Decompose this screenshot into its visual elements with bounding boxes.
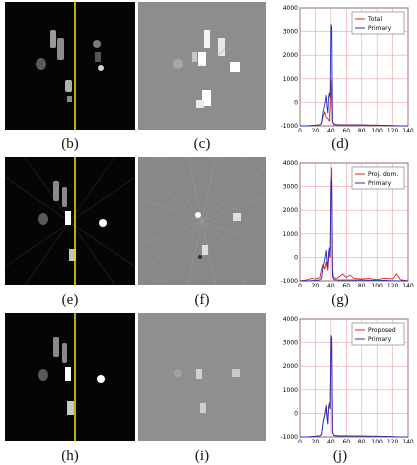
y-tick-label: 2000 xyxy=(283,52,298,59)
y-tick-label: 4000 xyxy=(283,160,298,167)
y-tick-label: 2000 xyxy=(283,207,298,214)
line-chart-g: 0 20 40 60 80 100 120 140 -1000 0 1000 2000 3000 4000… xyxy=(270,155,414,292)
x-tick-label: 120 xyxy=(387,439,399,443)
series-line-primary xyxy=(300,335,408,438)
y-tick-label: 4000 xyxy=(283,5,298,12)
x-tick-label: 20 xyxy=(312,128,320,132)
y-tick-label: 2000 xyxy=(283,363,298,370)
x-tick-label: 120 xyxy=(387,128,399,132)
x-tick-label: 60 xyxy=(342,283,350,287)
y-tick-label: -1000 xyxy=(281,278,299,285)
x-tick-label: 120 xyxy=(387,283,399,287)
x-tick-label: 40 xyxy=(327,283,335,287)
x-tick-label: 80 xyxy=(358,283,366,287)
y-tick-label: -1000 xyxy=(281,123,299,130)
difference-image-f xyxy=(138,157,266,285)
x-tick-label: 140 xyxy=(402,128,414,132)
caption-j: (j) xyxy=(332,448,348,464)
legend-label: Primary xyxy=(368,25,392,32)
ct-image-b xyxy=(5,2,135,130)
x-tick-label: 0 xyxy=(298,283,302,287)
x-tick-label: 40 xyxy=(327,439,335,443)
y-tick-label: 0 xyxy=(294,410,298,417)
y-tick-label: 1000 xyxy=(283,76,298,83)
ct-image-e xyxy=(5,157,135,285)
x-tick-label: 0 xyxy=(298,439,302,443)
x-tick-label: 0 xyxy=(298,128,302,132)
line-chart-d: 0 20 40 60 80 100 120 140 -1000 0 1000 2000 3000 4000… xyxy=(270,0,414,137)
y-tick-label: -1000 xyxy=(281,434,299,441)
x-tick-label: 60 xyxy=(342,128,350,132)
x-tick-label: 40 xyxy=(327,128,335,132)
y-tick-label: 4000 xyxy=(283,316,298,323)
y-tick-label: 0 xyxy=(294,254,298,261)
x-tick-label: 100 xyxy=(371,283,383,287)
caption-d: (d) xyxy=(331,136,349,152)
caption-c: (c) xyxy=(193,136,211,152)
legend-label: Proposed xyxy=(368,327,396,334)
x-tick-label: 20 xyxy=(312,283,320,287)
legend-label: Primary xyxy=(368,180,392,187)
caption-e: (e) xyxy=(61,292,79,308)
legend-label: Total xyxy=(367,16,382,23)
caption-i: (i) xyxy=(194,448,210,464)
x-tick-label: 100 xyxy=(371,128,383,132)
x-tick-label: 140 xyxy=(402,283,414,287)
caption-b: (b) xyxy=(61,136,79,152)
x-tick-label: 80 xyxy=(358,128,366,132)
x-tick-label: 140 xyxy=(402,439,414,443)
legend-label: Proj. dom. xyxy=(368,171,398,178)
caption-g: (g) xyxy=(331,292,349,308)
y-tick-label: 1000 xyxy=(283,387,298,394)
difference-image-i xyxy=(138,313,266,441)
x-tick-label: 100 xyxy=(371,439,383,443)
x-tick-label: 60 xyxy=(342,439,350,443)
legend-label: Primary xyxy=(368,336,392,343)
caption-f: (f) xyxy=(194,292,210,308)
caption-h: (h) xyxy=(61,448,79,464)
ct-image-h xyxy=(5,313,135,441)
line-chart-j: 0 20 40 60 80 100 120 140 -1000 0 1000 2000 3000 4000… xyxy=(270,311,414,448)
series-line-primary xyxy=(300,24,408,127)
y-tick-label: 3000 xyxy=(283,340,298,347)
x-tick-label: 80 xyxy=(358,439,366,443)
x-tick-label: 20 xyxy=(312,439,320,443)
y-tick-label: 3000 xyxy=(283,29,298,36)
y-tick-label: 0 xyxy=(294,99,298,106)
series-line-primary xyxy=(300,179,408,282)
y-tick-label: 3000 xyxy=(283,184,298,191)
difference-image-c xyxy=(138,2,266,130)
y-tick-label: 1000 xyxy=(283,231,298,238)
